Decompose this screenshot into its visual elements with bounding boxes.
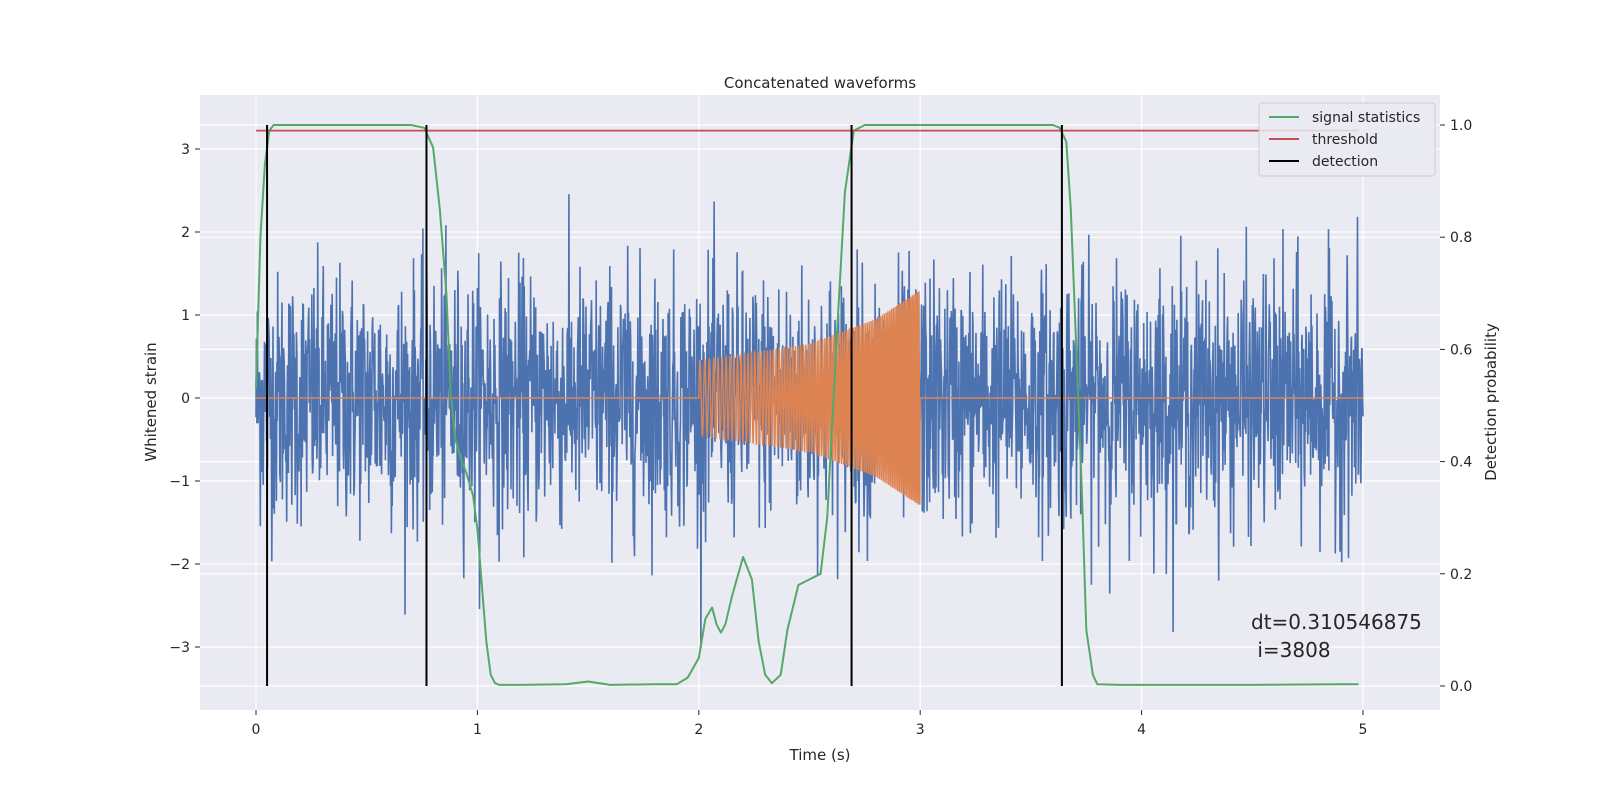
legend-label: threshold bbox=[1312, 132, 1378, 148]
y-left-tick-label: 0 bbox=[181, 391, 190, 407]
y-left-tick-label: 3 bbox=[181, 142, 190, 158]
y-left-tick-label: −2 bbox=[169, 557, 190, 573]
y-right-tick-label: 1.0 bbox=[1450, 118, 1472, 134]
y-right-tick-label: 0.8 bbox=[1450, 230, 1472, 246]
x-tick-label: 5 bbox=[1359, 722, 1368, 738]
y-right-tick-label: 0.2 bbox=[1450, 567, 1472, 583]
x-tick-label: 0 bbox=[252, 722, 261, 738]
y-left-tick-label: −1 bbox=[169, 474, 190, 490]
y-right-tick-label: 0.6 bbox=[1450, 342, 1472, 358]
y-axis-label-right: Detection probability bbox=[1482, 323, 1500, 481]
legend-box bbox=[1258, 102, 1436, 177]
legend: signal statistics threshold detection bbox=[1258, 102, 1436, 177]
tick-labels: 0 1 2 3 4 5 −3 −2 −1 0 1 2 3 0.0 0.2 0.4 0.6 0.8 1.0 bbox=[169, 118, 1472, 738]
x-tick-label: 1 bbox=[473, 722, 482, 738]
y-left-tick-label: 2 bbox=[181, 225, 190, 241]
legend-label: signal statistics bbox=[1312, 110, 1420, 126]
y-right-tick-label: 0.0 bbox=[1450, 679, 1472, 695]
x-axis-label: Time (s) bbox=[789, 746, 851, 764]
x-tick-label: 2 bbox=[694, 722, 703, 738]
x-tick-label: 3 bbox=[916, 722, 925, 738]
annotation-i: i=3808 bbox=[1251, 638, 1331, 662]
injection-line bbox=[256, 291, 1363, 505]
y-left-tick-label: −3 bbox=[169, 640, 190, 656]
y-left-tick-label: 1 bbox=[181, 308, 190, 324]
y-right-tick-label: 0.4 bbox=[1450, 455, 1472, 471]
detection-lines bbox=[266, 125, 1063, 686]
chart-title: Concatenated waveforms bbox=[724, 74, 916, 92]
legend-label: detection bbox=[1312, 154, 1378, 170]
x-tick-label: 4 bbox=[1137, 722, 1146, 738]
y-axis-label-left: Whitened strain bbox=[142, 342, 160, 461]
signal-statistics-line bbox=[255, 124, 1359, 686]
signal-statistics-series bbox=[255, 124, 1359, 686]
injection-series bbox=[256, 291, 1363, 505]
annotation-dt: dt=0.310546875 bbox=[1251, 610, 1422, 634]
